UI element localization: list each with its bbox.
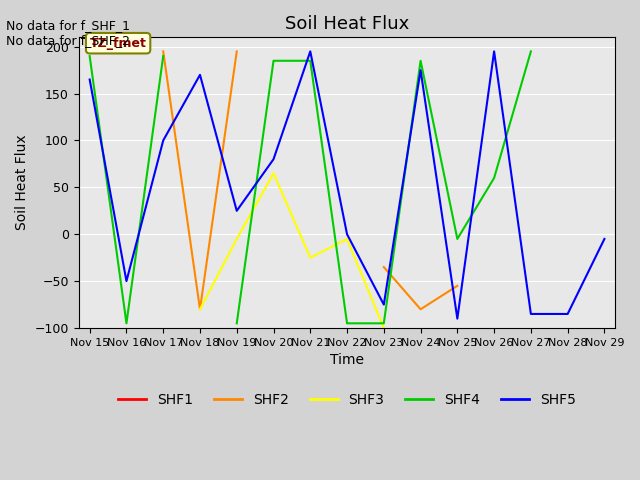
SHF4	[490, 175, 498, 181]
SHF1	[123, 250, 131, 256]
SHF4	[86, 53, 93, 59]
SHF5	[86, 77, 93, 83]
SHF2	[454, 283, 461, 288]
Line: SHF4: SHF4	[90, 51, 604, 324]
SHF2	[86, 306, 93, 312]
SHF2	[380, 264, 388, 270]
X-axis label: Time: Time	[330, 353, 364, 367]
SHF4	[307, 58, 314, 64]
SHF1	[343, 325, 351, 331]
SHF4	[123, 321, 131, 326]
Line: SHF3: SHF3	[200, 173, 384, 328]
SHF5	[417, 67, 424, 73]
SHF4	[269, 58, 277, 64]
Line: SHF2: SHF2	[90, 51, 604, 314]
SHF4	[343, 321, 351, 326]
SHF1	[269, 302, 277, 308]
Line: SHF1: SHF1	[127, 80, 568, 328]
SHF5	[233, 208, 241, 214]
SHF5	[380, 302, 388, 308]
SHF3	[343, 236, 351, 242]
Line: SHF5: SHF5	[90, 51, 604, 319]
SHF4	[454, 236, 461, 242]
SHF5	[343, 231, 351, 237]
SHF4	[417, 58, 424, 64]
Y-axis label: Soil Heat Flux: Soil Heat Flux	[15, 135, 29, 230]
SHF4	[159, 53, 167, 59]
SHF5	[527, 311, 534, 317]
SHF3	[233, 236, 241, 242]
SHF2	[600, 311, 608, 317]
SHF5	[307, 48, 314, 54]
SHF5	[123, 278, 131, 284]
SHF5	[269, 156, 277, 162]
SHF5	[490, 48, 498, 54]
SHF4	[527, 48, 534, 54]
SHF3	[196, 306, 204, 312]
SHF4	[600, 96, 608, 101]
SHF5	[159, 138, 167, 144]
SHF2	[196, 306, 204, 312]
SHF4	[380, 321, 388, 326]
SHF1	[564, 77, 572, 83]
SHF5	[454, 316, 461, 322]
SHF3	[307, 255, 314, 261]
SHF5	[564, 311, 572, 317]
SHF5	[600, 236, 608, 242]
SHF2	[417, 306, 424, 312]
SHF2	[159, 48, 167, 54]
SHF4	[233, 321, 241, 326]
SHF2	[233, 48, 241, 54]
SHF1	[196, 316, 204, 322]
Text: TZ_fmet: TZ_fmet	[90, 36, 147, 50]
SHF3	[269, 170, 277, 176]
Text: No data for f_SHF_1
No data for f_SHF_2: No data for f_SHF_1 No data for f_SHF_2	[6, 19, 131, 47]
Title: Soil Heat Flux: Soil Heat Flux	[285, 15, 409, 33]
Legend: SHF1, SHF2, SHF3, SHF4, SHF5: SHF1, SHF2, SHF3, SHF4, SHF5	[113, 387, 581, 412]
SHF3	[380, 325, 388, 331]
SHF5	[196, 72, 204, 78]
